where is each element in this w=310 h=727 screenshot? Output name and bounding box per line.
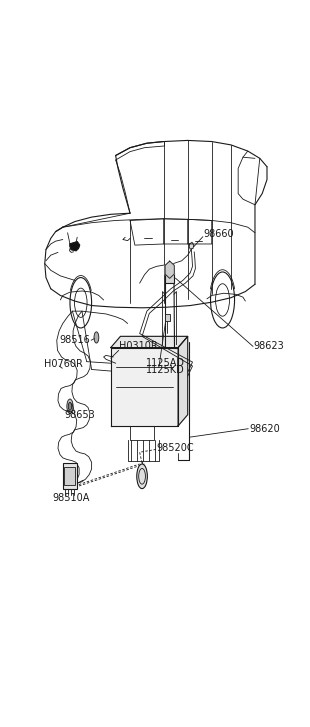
Polygon shape xyxy=(111,348,178,426)
Text: 98623: 98623 xyxy=(254,341,285,351)
Text: 98620: 98620 xyxy=(249,424,280,434)
Polygon shape xyxy=(178,337,188,426)
Bar xyxy=(165,273,174,284)
Circle shape xyxy=(137,464,147,489)
Bar xyxy=(63,463,77,489)
Text: 98660: 98660 xyxy=(203,230,234,239)
Circle shape xyxy=(94,332,99,343)
Text: 98520C: 98520C xyxy=(157,443,194,454)
Text: 98516: 98516 xyxy=(60,335,91,345)
Text: 98653: 98653 xyxy=(64,410,95,419)
Polygon shape xyxy=(70,242,80,251)
Polygon shape xyxy=(189,242,194,249)
Text: 1125AD: 1125AD xyxy=(146,358,185,368)
Text: H0310R: H0310R xyxy=(119,342,158,351)
Polygon shape xyxy=(111,337,188,348)
Polygon shape xyxy=(165,261,174,278)
Bar xyxy=(64,467,75,485)
Text: H0760R: H0760R xyxy=(43,359,82,369)
Text: 98510A: 98510A xyxy=(52,493,89,502)
Circle shape xyxy=(68,403,72,410)
Circle shape xyxy=(67,399,73,414)
Bar xyxy=(165,314,170,321)
Text: 1125KD: 1125KD xyxy=(146,366,184,375)
